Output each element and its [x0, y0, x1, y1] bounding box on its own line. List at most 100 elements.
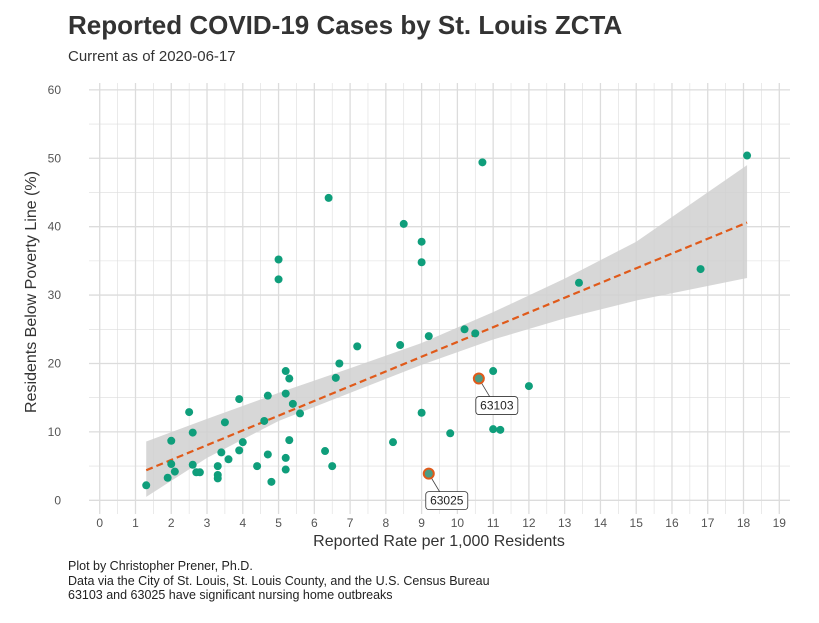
- highlight-point: [422, 467, 435, 480]
- highlight-label: 63025: [430, 494, 464, 508]
- x-tick-label: 9: [418, 516, 425, 530]
- data-point: [142, 481, 151, 490]
- data-point: [328, 462, 337, 471]
- caption-line: Plot by Christopher Prener, Ph.D.: [68, 559, 253, 573]
- data-point: [281, 453, 290, 462]
- y-tick-label: 20: [48, 356, 62, 370]
- data-point: [167, 460, 176, 469]
- data-point: [296, 409, 305, 418]
- highlight-label-box: [425, 491, 469, 511]
- chart-title: Reported COVID-19 Cases by St. Louis ZCT…: [68, 10, 623, 40]
- x-tick-label: 16: [665, 516, 679, 530]
- highlight-point: [472, 372, 485, 385]
- data-point: [489, 367, 498, 376]
- data-point: [188, 428, 197, 437]
- data-point: [389, 438, 398, 447]
- data-point: [696, 265, 705, 274]
- data-point: [417, 258, 426, 267]
- trend-line: [145, 221, 748, 472]
- x-tick-label: 7: [347, 516, 354, 530]
- x-tick-label: 4: [239, 516, 246, 530]
- data-point: [235, 395, 244, 404]
- data-point: [213, 474, 222, 483]
- data-point: [446, 429, 455, 438]
- data-point: [478, 158, 487, 167]
- data-point: [331, 373, 340, 382]
- highlighted-points: 63103 63025: [422, 372, 519, 511]
- x-tick-label: 19: [773, 516, 787, 530]
- x-tick-label: 2: [168, 516, 175, 530]
- x-tick-label: 8: [383, 516, 390, 530]
- data-point: [220, 418, 229, 427]
- data-point: [238, 438, 247, 447]
- x-tick-label: 18: [737, 516, 751, 530]
- data-point: [417, 408, 426, 417]
- data-point: [224, 455, 233, 464]
- data-point: [274, 255, 283, 264]
- data-point: [213, 462, 222, 471]
- confidence-band-area: [146, 165, 748, 497]
- y-tick-label: 50: [48, 151, 62, 165]
- data-point: [424, 332, 433, 341]
- data-point: [235, 446, 244, 455]
- x-tick-label: 10: [451, 516, 465, 530]
- x-tick-label: 13: [558, 516, 572, 530]
- data-point: [167, 436, 176, 445]
- x-axis-label: Reported Rate per 1,000 Residents: [313, 533, 565, 550]
- data-point: [263, 450, 272, 459]
- data-point: [253, 462, 262, 471]
- caption-line: 63103 and 63025 have significant nursing…: [68, 588, 393, 602]
- highlight-label: 63103: [480, 399, 514, 413]
- data-point: [188, 460, 197, 469]
- data-point: [195, 468, 204, 477]
- x-tick-label: 17: [701, 516, 715, 530]
- data-point: [321, 447, 330, 456]
- data-point: [285, 436, 294, 445]
- data-point: [417, 237, 426, 246]
- data-point: [260, 416, 269, 425]
- data-point: [396, 341, 405, 350]
- data-point: [267, 477, 276, 486]
- y-tick-label: 40: [48, 220, 62, 234]
- y-tick-label: 30: [48, 288, 62, 302]
- x-tick-labels: 0 1 2 3 4 5 6 7 8 9 10 11 12 13 14 15 16 17 18 19: [96, 516, 786, 530]
- data-point: [263, 391, 272, 400]
- data-point: [281, 367, 290, 376]
- grid-lines: [89, 83, 790, 514]
- x-tick-label: 1: [132, 516, 139, 530]
- chart-subtitle: Current as of 2020-06-17: [68, 48, 236, 65]
- y-tick-label: 10: [48, 425, 62, 439]
- caption-line: Data via the City of St. Louis, St. Loui…: [68, 573, 490, 588]
- data-point: [524, 382, 533, 391]
- x-tick-label: 0: [96, 516, 103, 530]
- data-point: [185, 408, 194, 417]
- data-point: [496, 425, 505, 434]
- data-point: [285, 374, 294, 383]
- data-point: [335, 359, 344, 368]
- data-point: [743, 151, 752, 160]
- data-point: [288, 399, 297, 408]
- x-tick-label: 5: [275, 516, 282, 530]
- highlight-label-box: [475, 396, 519, 415]
- y-tick-label: 0: [54, 493, 61, 507]
- data-point: [274, 275, 283, 284]
- x-tick-label: 3: [204, 516, 211, 530]
- data-point: [574, 278, 583, 287]
- x-tick-label: 11: [487, 516, 500, 530]
- data-point: [281, 465, 290, 474]
- x-tick-label: 12: [522, 516, 536, 530]
- x-tick-label: 6: [311, 516, 318, 530]
- data-point: [170, 467, 179, 476]
- data-point: [324, 193, 333, 202]
- chart-caption: Plot by Christopher Prener, Ph.D. Data v…: [68, 559, 490, 603]
- x-tick-label: 14: [594, 516, 608, 530]
- data-points: [142, 151, 752, 490]
- confidence-band: [146, 165, 748, 497]
- data-point: [217, 448, 226, 457]
- y-tick-label: 60: [48, 83, 62, 97]
- y-axis-label: Residents Below Poverty Line (%): [23, 171, 40, 413]
- x-tick-label: 15: [630, 516, 644, 530]
- data-point: [163, 473, 172, 482]
- y-tick-labels: 0 10 20 30 40 50 60: [48, 83, 62, 507]
